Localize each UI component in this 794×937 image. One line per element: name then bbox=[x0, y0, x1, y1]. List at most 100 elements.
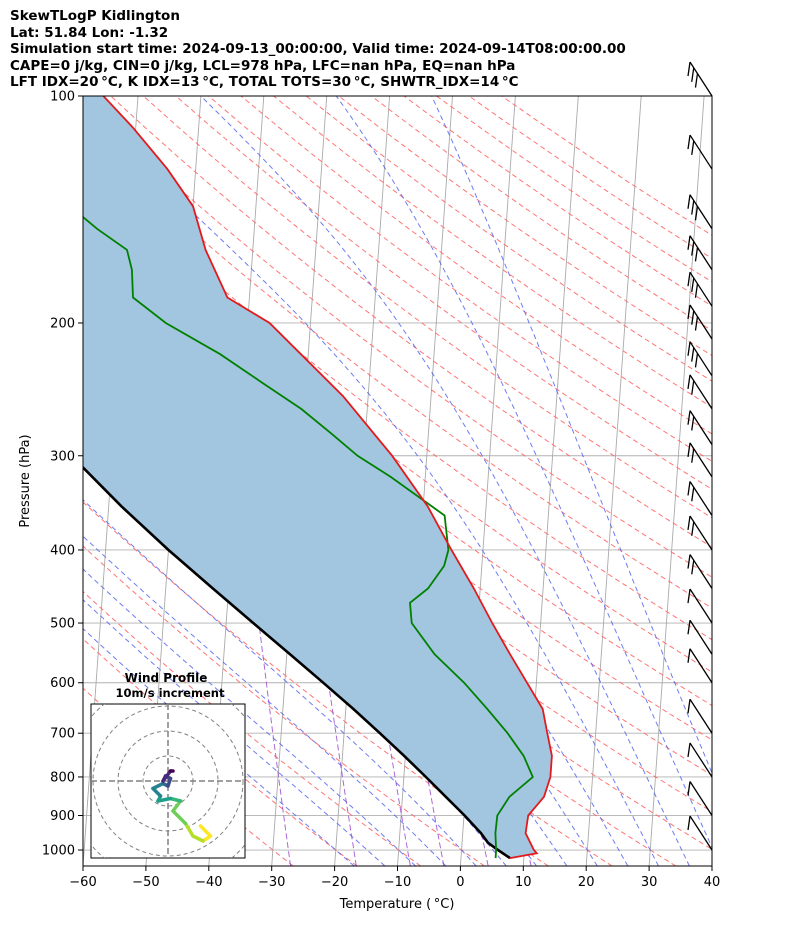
barb-flag bbox=[691, 448, 695, 463]
barb-flag bbox=[691, 241, 695, 256]
barb-staff bbox=[689, 194, 713, 230]
barb-flag bbox=[694, 206, 699, 221]
parcel-shading bbox=[83, 96, 552, 859]
wind-barb bbox=[687, 442, 713, 478]
dry-adiabat-80 bbox=[83, 231, 712, 707]
isotherm-40 bbox=[711, 859, 712, 866]
barb-staff bbox=[689, 698, 713, 734]
barb-flag bbox=[691, 521, 695, 536]
hodograph-segment bbox=[151, 781, 165, 791]
y-axis-ticks: 100 200 300 400 500 600 700 800 900 1000 bbox=[42, 90, 83, 859]
isotherm-30 bbox=[648, 96, 705, 866]
x-axis-label: Temperature ( °C) bbox=[339, 897, 455, 912]
time-line: Simulation start time: 2024-09-13_00:00:… bbox=[10, 41, 626, 57]
x-tick-label: 40 bbox=[704, 875, 721, 890]
barb-staff bbox=[689, 781, 713, 816]
barb-flag bbox=[687, 134, 691, 150]
barb-flag bbox=[687, 481, 691, 496]
parcel-trace bbox=[83, 465, 511, 860]
barb-staff bbox=[689, 515, 713, 551]
barb-flag bbox=[687, 781, 691, 796]
dry-adiabat-130 bbox=[110, 96, 712, 548]
y-tick-label: 900 bbox=[50, 809, 75, 824]
barb-flag bbox=[687, 235, 691, 250]
y-tick-label: 100 bbox=[50, 90, 75, 105]
dry-adiabat-170 bbox=[240, 96, 712, 435]
x-tick-label: 10 bbox=[515, 875, 532, 890]
wind-barb bbox=[687, 648, 713, 684]
barb-staff bbox=[689, 341, 713, 377]
barb-flag bbox=[687, 742, 691, 758]
moist-adiabat--10 bbox=[83, 568, 416, 866]
barb-flag bbox=[691, 67, 695, 82]
y-tick-label: 200 bbox=[50, 316, 75, 331]
y-tick-label: 700 bbox=[50, 727, 75, 742]
barb-staff bbox=[689, 134, 713, 170]
isotherm-20 bbox=[585, 96, 642, 866]
moist-adiabat-30 bbox=[83, 106, 659, 866]
inset-hodograph bbox=[151, 769, 213, 843]
barb-staff bbox=[689, 235, 713, 271]
y-tick-label: 800 bbox=[50, 770, 75, 785]
wind-barb bbox=[687, 554, 713, 589]
parcel-area bbox=[83, 96, 552, 859]
y-tick-label: 500 bbox=[50, 617, 75, 632]
wind-barb bbox=[687, 134, 713, 170]
y-tick-label: 1000 bbox=[42, 844, 75, 859]
wind-barb bbox=[687, 61, 713, 97]
inset-title: Wind Profile bbox=[125, 671, 208, 685]
y-tick-label: 600 bbox=[50, 676, 75, 691]
x-tick-label: 20 bbox=[578, 875, 595, 890]
chart-title: SkewTLogP Kidlington bbox=[10, 8, 180, 24]
barb-flag bbox=[694, 247, 699, 262]
hodograph-segment bbox=[171, 799, 183, 813]
barb-flag bbox=[687, 194, 691, 209]
dewpoint-trace bbox=[83, 215, 534, 859]
hodograph-segment bbox=[171, 809, 188, 826]
inset-subtitle: 10m/s increment bbox=[116, 686, 225, 700]
barb-staff bbox=[689, 554, 713, 589]
dry-adiabat--20 bbox=[83, 638, 358, 866]
x-tick-label: −20 bbox=[321, 875, 348, 890]
indices-line-2: LFT IDX=20 °C, K IDX=13 °C, TOTAL TOTS=3… bbox=[10, 74, 519, 90]
barb-staff bbox=[689, 304, 713, 340]
barb-flag bbox=[691, 487, 695, 502]
barb-flag bbox=[687, 588, 691, 604]
barb-flag bbox=[687, 620, 691, 635]
y-tick-label: 400 bbox=[50, 543, 75, 558]
wind-barb bbox=[687, 194, 713, 230]
dry-adiabat-110 bbox=[83, 131, 712, 609]
location-line: Lat: 51.84 Lon: -1.32 bbox=[10, 24, 169, 41]
x-tick-label: −50 bbox=[132, 875, 159, 890]
barb-flag bbox=[691, 560, 695, 575]
temperature-trace bbox=[102, 96, 553, 859]
wind-barb bbox=[687, 742, 713, 778]
barb-staff bbox=[689, 271, 713, 307]
barb-flag bbox=[687, 374, 691, 389]
wind-barb bbox=[687, 235, 713, 271]
dry-adiabat-120 bbox=[83, 99, 712, 578]
barb-flag bbox=[694, 283, 699, 298]
barb-flag bbox=[687, 272, 691, 287]
barb-flag bbox=[687, 648, 691, 663]
moist-adiabat-40 bbox=[335, 96, 712, 849]
hodograph-segment bbox=[161, 769, 173, 783]
x-tick-label: −60 bbox=[69, 875, 96, 890]
moist-adiabat-25 bbox=[83, 207, 629, 866]
wind-barb bbox=[687, 374, 713, 410]
barb-flag bbox=[694, 353, 699, 368]
barb-flag bbox=[687, 341, 691, 356]
barb-flag bbox=[694, 316, 699, 331]
dry-adiabat-140 bbox=[142, 96, 712, 519]
barb-flag bbox=[687, 515, 691, 531]
wind-barb bbox=[687, 304, 713, 340]
hodograph-segment bbox=[183, 821, 195, 838]
wind-profile-inset: Wind Profile 10m/s increment bbox=[90, 671, 246, 859]
wind-barb bbox=[687, 698, 713, 734]
barb-staff bbox=[689, 410, 713, 446]
barb-flag bbox=[687, 815, 691, 831]
barb-flag bbox=[691, 347, 695, 362]
isotherm--80 bbox=[0, 96, 12, 866]
barb-flag bbox=[687, 304, 691, 320]
wind-barbs bbox=[687, 61, 713, 851]
